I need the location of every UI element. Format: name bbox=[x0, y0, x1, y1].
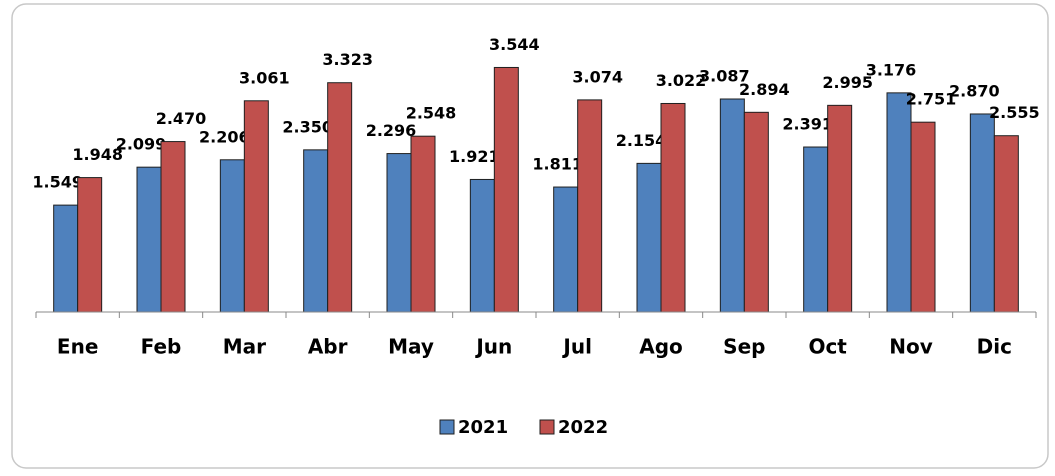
bar bbox=[553, 186, 579, 313]
value-label: 3.544 bbox=[489, 35, 540, 54]
legend-label: 2021 bbox=[458, 417, 508, 438]
bar bbox=[636, 162, 662, 313]
value-label: 2.870 bbox=[949, 81, 1000, 100]
value-label: 2.995 bbox=[822, 73, 873, 92]
bar bbox=[827, 104, 853, 313]
chart-frame bbox=[11, 3, 1049, 469]
legend-swatch bbox=[439, 419, 455, 435]
value-label: 2.350 bbox=[282, 117, 333, 136]
x-tick-label: Mar bbox=[223, 335, 266, 359]
value-label: 1.921 bbox=[449, 147, 500, 166]
legend-label: 2022 bbox=[558, 417, 608, 438]
bar bbox=[410, 135, 436, 313]
x-tick-label: Nov bbox=[889, 335, 933, 359]
value-label: 2.099 bbox=[116, 135, 167, 154]
bar bbox=[993, 135, 1019, 313]
bar bbox=[577, 99, 603, 313]
value-label: 2.751 bbox=[906, 90, 957, 109]
bar bbox=[219, 159, 245, 313]
x-tick-label: May bbox=[388, 335, 434, 359]
x-tick-label: Ago bbox=[639, 335, 683, 359]
value-label: 3.074 bbox=[572, 67, 623, 86]
value-label: 3.022 bbox=[656, 71, 707, 90]
value-label: 3.087 bbox=[699, 66, 750, 85]
bar bbox=[77, 177, 103, 313]
bar bbox=[660, 102, 686, 313]
value-label: 1.549 bbox=[32, 173, 83, 192]
bar bbox=[136, 166, 162, 313]
value-label: 3.061 bbox=[239, 68, 290, 87]
bar bbox=[719, 98, 745, 313]
bar bbox=[53, 204, 79, 313]
bar bbox=[243, 100, 269, 313]
value-label: 2.391 bbox=[782, 115, 833, 134]
x-tick-label: Jul bbox=[561, 335, 592, 359]
value-label: 2.206 bbox=[199, 127, 250, 146]
x-tick-label: Dic bbox=[977, 335, 1012, 359]
bar bbox=[969, 113, 995, 313]
bar bbox=[910, 121, 936, 313]
bar bbox=[160, 141, 186, 313]
bar bbox=[303, 149, 329, 313]
x-tick-label: Jun bbox=[474, 335, 512, 359]
value-label: 2.470 bbox=[156, 109, 207, 128]
x-tick-label: Oct bbox=[808, 335, 847, 359]
bar bbox=[493, 66, 519, 313]
value-label: 1.948 bbox=[72, 145, 123, 164]
x-tick-label: Abr bbox=[308, 335, 348, 359]
bar bbox=[743, 111, 769, 313]
value-label: 3.323 bbox=[322, 50, 373, 69]
bar bbox=[386, 153, 412, 313]
value-label: 3.176 bbox=[866, 60, 917, 79]
legend-swatch bbox=[539, 419, 555, 435]
value-label: 1.811 bbox=[532, 155, 583, 174]
value-label: 2.894 bbox=[739, 80, 790, 99]
x-tick-label: Sep bbox=[723, 335, 765, 359]
value-label: 2.548 bbox=[406, 104, 457, 123]
bar bbox=[327, 82, 353, 313]
value-label: 2.296 bbox=[366, 121, 417, 140]
value-label: 2.154 bbox=[616, 131, 667, 150]
x-tick-label: Ene bbox=[57, 335, 98, 359]
value-label: 2.555 bbox=[989, 103, 1040, 122]
bar bbox=[469, 178, 495, 313]
bar bbox=[886, 92, 912, 313]
x-tick-label: Feb bbox=[141, 335, 182, 359]
bar bbox=[803, 146, 829, 313]
